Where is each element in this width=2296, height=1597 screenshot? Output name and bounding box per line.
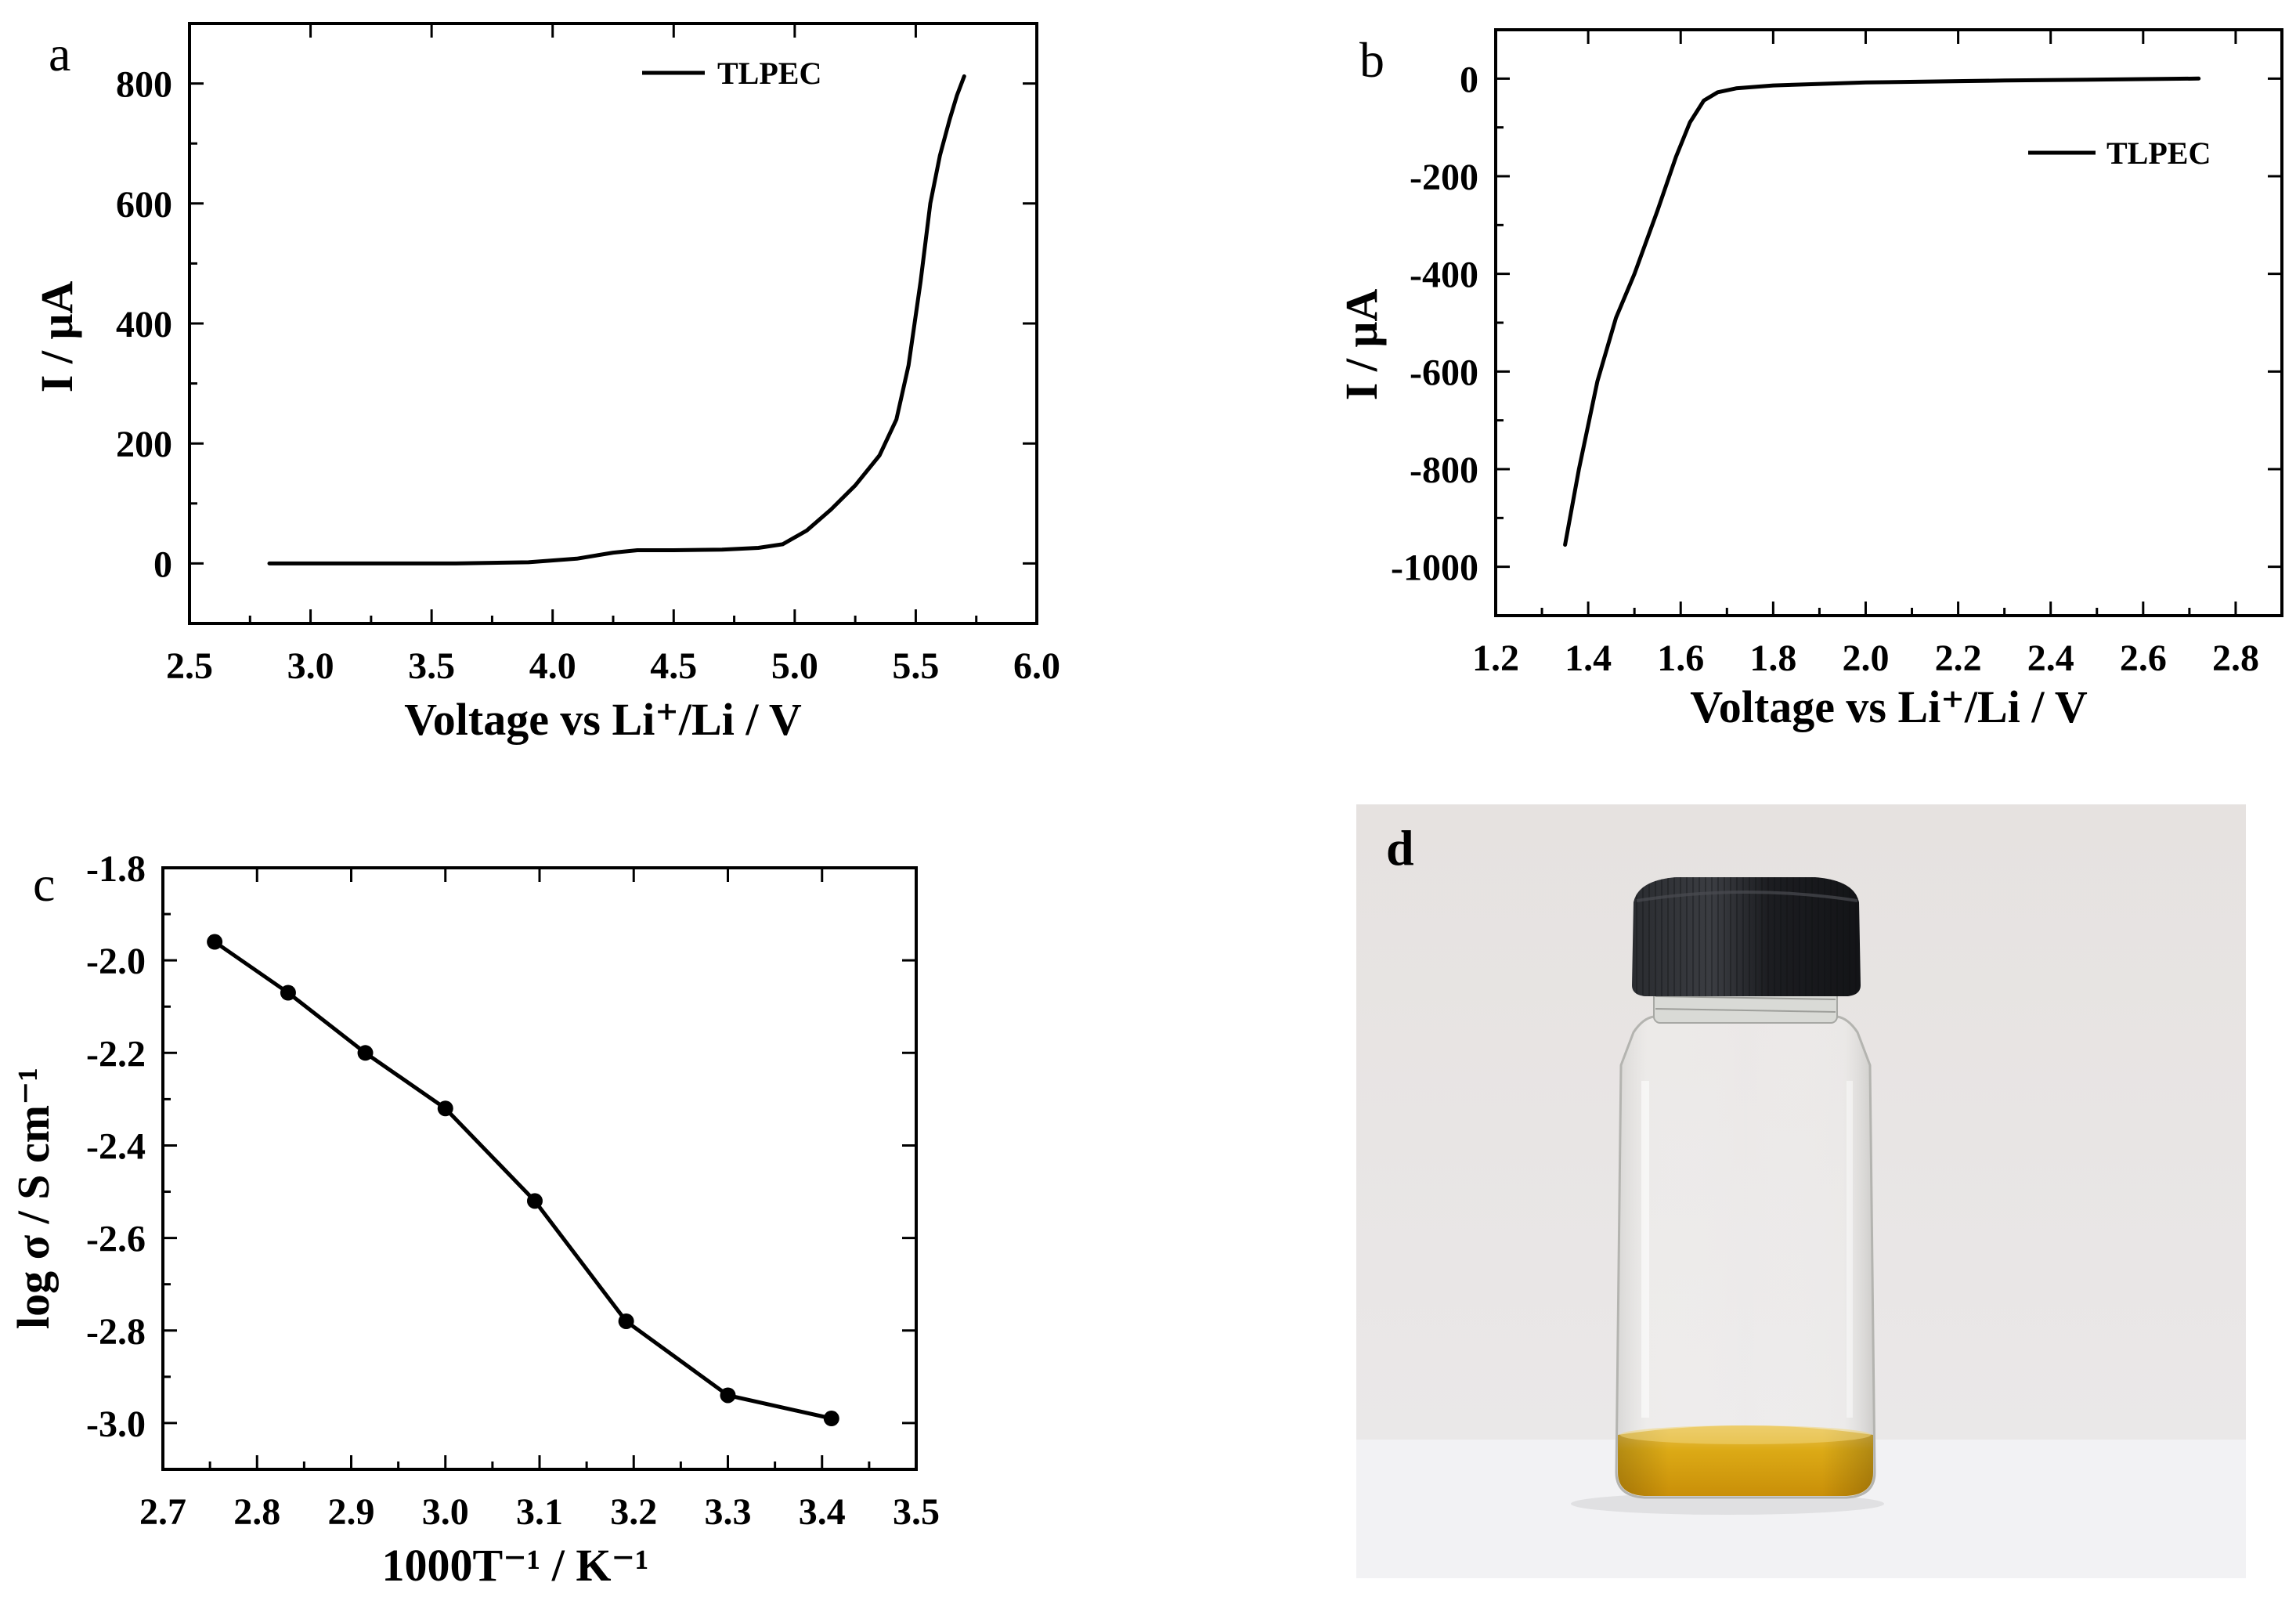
y-tick-label: -2.4 <box>86 1125 146 1167</box>
x-tick-label: 3.3 <box>705 1491 752 1533</box>
panel-label: c <box>33 856 55 912</box>
glass-highlight <box>1641 1081 1649 1418</box>
x-axis-label: Voltage vs Li⁺/Li / V <box>1690 681 2088 732</box>
x-tick-label: 3.2 <box>610 1491 657 1533</box>
x-tick-label: 2.5 <box>166 645 213 687</box>
y-tick-label: -1000 <box>1391 547 1478 589</box>
liquid-meniscus <box>1620 1425 1871 1444</box>
chart-b: 1.2 1.4 1.6 1.8 2.0 2.2 2.4 2.6 2.8 0 -200 -400 -600… <box>1336 28 2283 732</box>
x-tick-label: 2.0 <box>1842 638 1889 679</box>
series-line-log sigma <box>212 940 834 1421</box>
y-tick-label: 0 <box>153 544 172 585</box>
data-point <box>618 1313 634 1329</box>
data-point <box>823 1411 839 1427</box>
x-axis-label: 1000T⁻¹ / K⁻¹ <box>382 1540 649 1591</box>
x-tick-label: 2.4 <box>2027 638 2074 679</box>
y-tick-label: -2.8 <box>86 1311 146 1353</box>
x-tick-label: 5.0 <box>771 645 818 687</box>
x-tick-label: 2.8 <box>2212 638 2259 679</box>
x-tick-label: 3.0 <box>287 645 334 687</box>
y-tick-label: -400 <box>1410 255 1478 296</box>
y-tick-label: -800 <box>1410 450 1478 491</box>
panel-label: d <box>1386 820 1414 876</box>
y-tick-label: -2.2 <box>86 1033 146 1075</box>
x-tick-label: 2.8 <box>233 1491 280 1533</box>
x-tick-label: 5.5 <box>892 645 939 687</box>
y-tick-label: -2.0 <box>86 941 146 982</box>
series-line-TLPEC <box>267 74 966 565</box>
series-line-TLPEC <box>1563 76 2201 547</box>
x-tick-label: 1.4 <box>1565 638 1612 679</box>
data-point <box>357 1045 374 1061</box>
charts-layer: 2.5 3.0 3.5 4.0 4.5 5.0 5.5 6.0 0 200 400 600 800 Vol… <box>8 22 2283 1591</box>
chart-c: 2.7 2.8 2.9 3.0 3.1 3.2 3.3 3.4 3.5 -1.8 -2.0 -2.2 -… <box>8 848 940 1591</box>
plot-frame <box>188 22 1038 625</box>
y-axis-label: log σ / S cm⁻¹ <box>8 1068 59 1329</box>
y-tick-label: 800 <box>116 64 172 106</box>
vial-photo: d <box>1356 804 2246 1578</box>
y-tick-label: -2.6 <box>86 1219 146 1260</box>
x-tick-label: 6.0 <box>1013 645 1060 687</box>
y-tick-label: -3.0 <box>86 1404 146 1445</box>
vial-glass <box>1615 1015 1876 1499</box>
data-point <box>280 985 296 1001</box>
x-tick-label: 1.6 <box>1657 638 1704 679</box>
x-axis-label: Voltage vs Li⁺/Li / V <box>404 694 802 745</box>
x-tick-label: 3.5 <box>893 1491 940 1533</box>
x-tick-label: 2.7 <box>139 1491 186 1533</box>
legend-label: TLPEC <box>2106 135 2211 171</box>
x-tick-label: 2.2 <box>1935 638 1982 679</box>
y-axis-label: I / μA <box>1336 289 1387 401</box>
data-point <box>720 1387 736 1404</box>
x-tick-label: 3.0 <box>422 1491 469 1533</box>
x-tick-label: 4.5 <box>650 645 697 687</box>
data-point <box>437 1100 453 1117</box>
x-tick-label: 1.2 <box>1472 638 1519 679</box>
y-tick-label: 400 <box>116 304 172 345</box>
data-point <box>526 1193 543 1209</box>
x-tick-label: 2.6 <box>2120 638 2167 679</box>
y-tick-label: 600 <box>116 184 172 226</box>
data-point <box>207 934 223 950</box>
y-axis-label: I / μA <box>31 281 82 393</box>
chart-a: 2.5 3.0 3.5 4.0 4.5 5.0 5.5 6.0 0 200 400 600 800 Vol… <box>31 22 1060 745</box>
legend-label: TLPEC <box>717 56 821 91</box>
plot-frame <box>161 866 918 1471</box>
x-tick-label: 2.9 <box>328 1491 375 1533</box>
panel-label: a <box>49 26 70 81</box>
y-tick-label: -600 <box>1410 352 1478 393</box>
x-tick-label: 3.1 <box>516 1491 563 1533</box>
x-tick-label: 1.8 <box>1749 638 1796 679</box>
x-tick-label: 3.5 <box>408 645 455 687</box>
y-tick-label: 0 <box>1460 59 1478 100</box>
panel-label: b <box>1359 32 1384 88</box>
x-tick-label: 3.4 <box>799 1491 846 1533</box>
y-tick-label: -1.8 <box>86 848 146 890</box>
y-tick-label: 200 <box>116 424 172 465</box>
y-tick-label: -200 <box>1410 157 1478 198</box>
x-tick-label: 4.0 <box>529 645 576 687</box>
